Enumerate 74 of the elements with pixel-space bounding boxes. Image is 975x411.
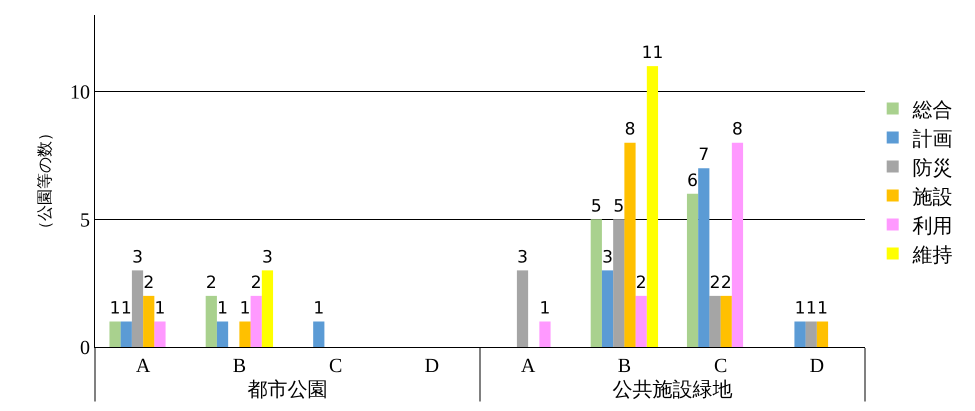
legend-label: 施設 [912,184,953,208]
data-label: 3 [262,247,273,268]
bar [686,194,698,347]
data-label: 3 [602,247,613,268]
legend-label: 維持 [912,242,953,266]
bar [206,296,217,347]
bar [806,321,817,347]
legend-label: 防災 [912,155,953,180]
y-tick-label: 5 [80,209,90,232]
data-label: 3 [132,247,143,268]
data-label: 1 [540,298,550,318]
x-tick-label: C [714,355,728,377]
data-label: 1 [154,298,166,318]
bar [516,270,528,347]
bar [709,296,721,347]
x-tick-label: B [232,355,246,377]
bar [698,168,710,347]
data-label: 1 [817,298,828,318]
data-label: 8 [624,120,636,140]
bar [636,296,647,347]
bar [262,270,274,347]
y-tick-label: 10 [70,82,90,104]
bar [816,321,828,347]
data-label: 1 [110,298,120,318]
bar [239,321,251,347]
bar [732,142,744,347]
legend-label: 総合 [912,97,953,122]
data-label: 2 [206,272,217,293]
data-label: 5 [613,196,624,216]
bar [624,142,636,347]
x-tick-label: B [618,355,632,377]
y-axis-title: （公園等の数） [34,125,54,237]
bar [539,321,551,347]
text: 公共施設緑地 [612,379,732,401]
data-label: 5 [590,196,602,216]
bar [143,296,154,347]
data-label: 2 [250,272,262,293]
bar [590,219,602,347]
bar [154,321,166,347]
bar [646,66,658,347]
data-label: 6 [687,170,698,191]
data-label: 2 [143,272,154,293]
bar [120,321,132,347]
bar [313,321,324,347]
data-label: 1 [120,298,132,318]
x-tick-label: D [424,355,440,377]
y-tick-label: 0 [80,337,90,359]
bar [216,321,228,347]
text: 都市公園 [248,379,328,401]
data-label: 7 [698,145,710,166]
bar [794,321,806,347]
x-tick-label: A [136,355,151,377]
legend-label: 利用 [912,213,953,238]
x-tick-label: C [328,355,342,377]
data-label: 1 [806,298,817,318]
bar [613,219,624,347]
bar [132,270,144,347]
x-tick-label: D [810,355,824,377]
data-label: 1 [794,298,806,318]
data-label: 3 [517,247,528,268]
data-label: 1 [240,298,250,318]
data-label: 11 [642,43,664,64]
bar [602,270,614,347]
legend-label: 計画 [912,126,953,150]
bar [720,296,732,347]
data-label: 2 [636,272,647,293]
data-label: 2 [720,272,732,293]
bar [250,296,262,347]
x-tick-label: A [520,355,536,377]
data-label: 1 [217,298,228,318]
data-label: 1 [313,298,324,318]
bar [109,321,121,347]
data-label: 8 [732,120,743,140]
data-label: 2 [710,272,720,293]
